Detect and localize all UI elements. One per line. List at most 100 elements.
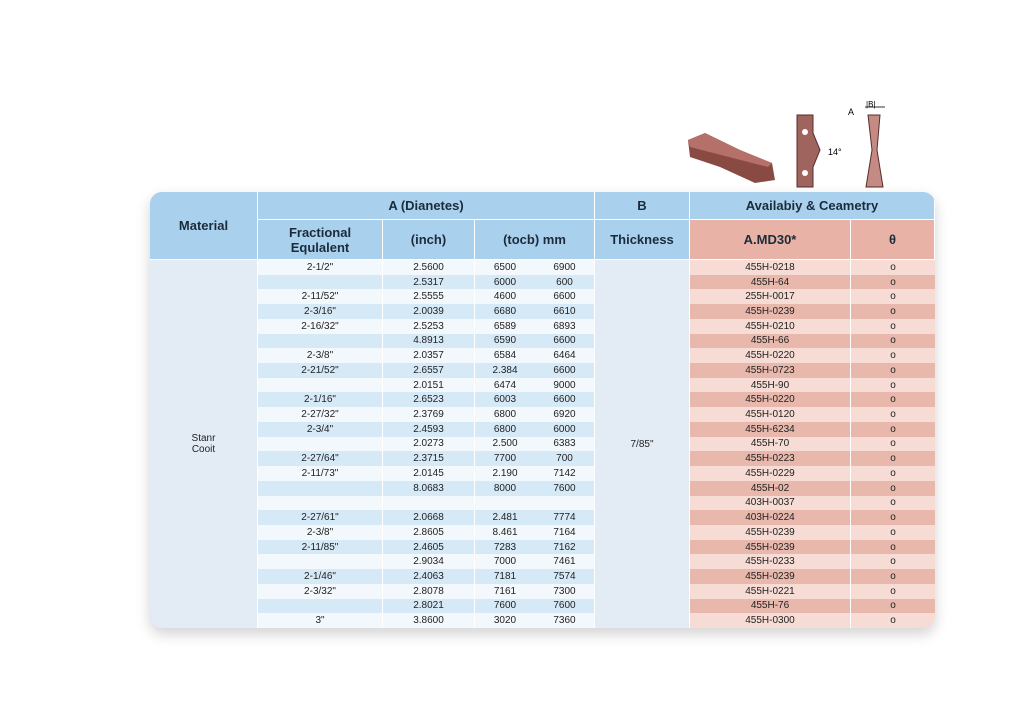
- geometry-cell: o: [851, 554, 935, 570]
- fraction-cell: [258, 554, 383, 570]
- mm-cell: 6589: [475, 318, 535, 334]
- code-cell: 455H-0220: [690, 392, 851, 408]
- mm-cell: 6680: [475, 304, 535, 319]
- fraction-cell: 2-1/2": [258, 260, 383, 275]
- geometry-cell: o: [851, 289, 935, 305]
- fraction-cell: [258, 377, 383, 393]
- geometry-cell: o: [851, 348, 935, 364]
- geometry-cell: o: [851, 510, 935, 525]
- fraction-cell: 2-11/73": [258, 466, 383, 481]
- mm-cell: 6600: [535, 333, 595, 349]
- code-cell: 455H-0239: [690, 569, 851, 584]
- header-cell: Availabiy & Ceametry: [690, 192, 935, 220]
- fraction-cell: [258, 480, 383, 496]
- fraction-cell: 2-3/4": [258, 421, 383, 437]
- mm-cell: 6474: [475, 377, 535, 393]
- mm-cell: 6590: [475, 333, 535, 349]
- code-cell: 455H-0229: [690, 466, 851, 481]
- geometry-cell: o: [851, 333, 935, 349]
- code-cell: 455H-66: [690, 333, 851, 349]
- fraction-cell: [258, 436, 383, 452]
- geometry-cell: o: [851, 466, 935, 481]
- fraction-cell: [258, 598, 383, 614]
- mm-cell: 7600: [475, 598, 535, 614]
- geometry-cell: o: [851, 451, 935, 467]
- inch-cell: 2.0145: [383, 466, 475, 481]
- angle-label: 14°: [828, 147, 842, 157]
- fraction-cell: 2-16/32": [258, 318, 383, 334]
- mm-cell: 2.500: [475, 436, 535, 452]
- inch-cell: 2.0273: [383, 436, 475, 452]
- header-cell: Material: [150, 192, 258, 260]
- insert-top: [688, 133, 772, 167]
- code-cell: 455H-0300: [690, 613, 851, 628]
- inch-cell: 2.5317: [383, 274, 475, 290]
- fraction-cell: 3": [258, 613, 383, 628]
- mm-cell: 7700: [475, 451, 535, 467]
- insert-profile: [865, 114, 884, 188]
- fraction-cell: 2-3/8": [258, 524, 383, 540]
- inch-cell: 2.5253: [383, 318, 475, 334]
- inch-cell: 3.8600: [383, 613, 475, 628]
- fraction-cell: 2-27/61": [258, 510, 383, 525]
- header-cell: (tocb) mm: [475, 220, 595, 260]
- code-cell: 455H-0233: [690, 554, 851, 570]
- geometry-cell: o: [851, 480, 935, 496]
- material-cell: Stanr Cooit: [150, 260, 258, 628]
- fraction-cell: 2-27/64": [258, 451, 383, 467]
- fraction-cell: 2-21/52": [258, 363, 383, 378]
- mm-cell: 7164: [535, 524, 595, 540]
- mm-cell: 7574: [535, 569, 595, 584]
- mm-cell: 600: [535, 274, 595, 290]
- code-cell: 455H-0210: [690, 318, 851, 334]
- geometry-cell: o: [851, 318, 935, 334]
- fraction-cell: 2-27/32": [258, 407, 383, 422]
- code-cell: 455H-64: [690, 274, 851, 290]
- code-cell: 455H-0220: [690, 348, 851, 364]
- fraction-cell: 2-11/85": [258, 539, 383, 555]
- geometry-cell: o: [851, 363, 935, 378]
- inch-cell: 2.0668: [383, 510, 475, 525]
- mm-cell: 7600: [535, 598, 595, 614]
- header-cell: Fractional Equlalent: [258, 220, 383, 260]
- code-cell: 455H-0239: [690, 304, 851, 319]
- mm-cell: 7142: [535, 466, 595, 481]
- mm-cell: 7774: [535, 510, 595, 525]
- code-cell: 403H-0224: [690, 510, 851, 525]
- geometry-cell: o: [851, 524, 935, 540]
- header-cell: B: [595, 192, 690, 220]
- mm-cell: 6383: [535, 436, 595, 452]
- mm-cell: 7162: [535, 539, 595, 555]
- mm-cell: 7181: [475, 569, 535, 584]
- inch-cell: 2.5600: [383, 260, 475, 275]
- inch-cell: 2.4605: [383, 539, 475, 555]
- mm-cell: 7300: [535, 583, 595, 599]
- fraction-cell: 2-3/8": [258, 348, 383, 364]
- inch-cell: [383, 495, 475, 511]
- mm-cell: 8000: [475, 480, 535, 496]
- mm-cell: 7600: [535, 480, 595, 496]
- header-cell: θ: [851, 220, 935, 260]
- geometry-cell: o: [851, 569, 935, 584]
- mm-cell: 6920: [535, 407, 595, 422]
- thickness-cell: 7/85": [595, 260, 690, 628]
- code-cell: 455H-02: [690, 480, 851, 496]
- insert-diagram: A |B| 14°: [688, 100, 885, 188]
- inch-cell: 2.8021: [383, 598, 475, 614]
- code-cell: 255H-0017: [690, 289, 851, 305]
- geometry-cell: o: [851, 598, 935, 614]
- inch-cell: 2.6557: [383, 363, 475, 378]
- inch-cell: 2.0151: [383, 377, 475, 393]
- inch-cell: 2.3769: [383, 407, 475, 422]
- mm-cell: 8.461: [475, 524, 535, 540]
- header-cell: Thickness: [595, 220, 690, 260]
- mm-cell: 6464: [535, 348, 595, 364]
- fraction-cell: [258, 495, 383, 511]
- inch-cell: 2.6523: [383, 392, 475, 408]
- mm-cell: 6500: [475, 260, 535, 275]
- code-cell: 455H-76: [690, 598, 851, 614]
- geometry-cell: o: [851, 583, 935, 599]
- geometry-cell: o: [851, 495, 935, 511]
- inch-cell: 8.0683: [383, 480, 475, 496]
- mm-cell: [535, 495, 595, 511]
